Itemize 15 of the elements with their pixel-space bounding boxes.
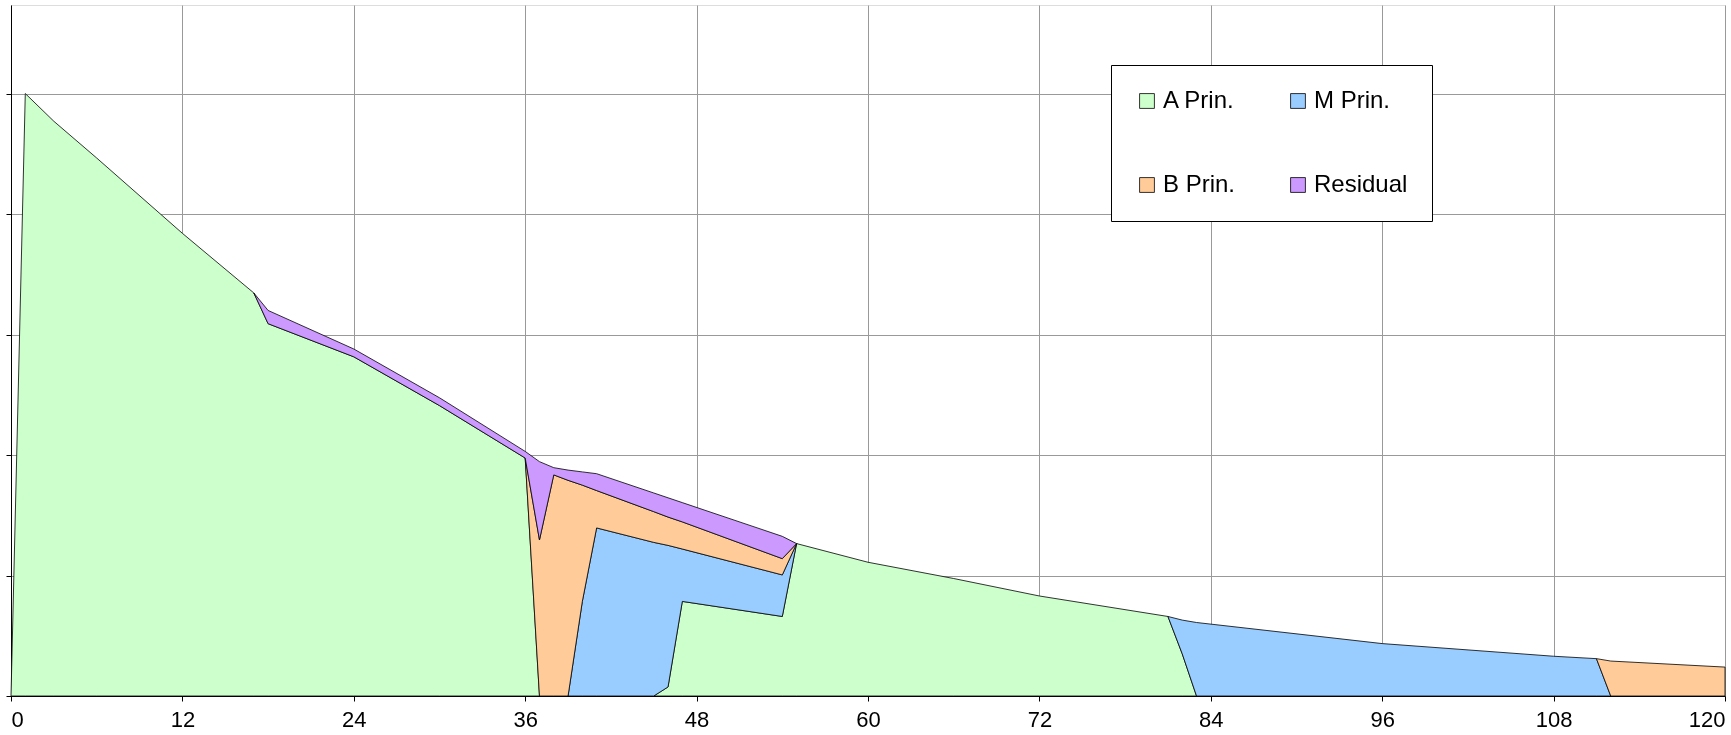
x-tick-label: 96 (1370, 706, 1395, 732)
legend-label: A Prin. (1163, 86, 1234, 113)
x-tick-label: 72 (1027, 706, 1053, 732)
x-tick-label: 0 (11, 706, 24, 732)
x-tick-label: 60 (856, 706, 881, 732)
legend-label: M Prin. (1314, 86, 1391, 113)
x-tick-label: 120 (1688, 706, 1726, 732)
x-tick-label: 48 (684, 706, 710, 732)
legend-label: B Prin. (1163, 170, 1236, 197)
x-tick-label: 24 (342, 706, 367, 732)
legend-label: Residual (1314, 170, 1408, 197)
x-tick-label: 36 (513, 706, 538, 732)
x-tick-label: 84 (1199, 706, 1224, 732)
x-tick-label: 108 (1535, 706, 1573, 732)
x-tick-label: 12 (170, 706, 196, 732)
